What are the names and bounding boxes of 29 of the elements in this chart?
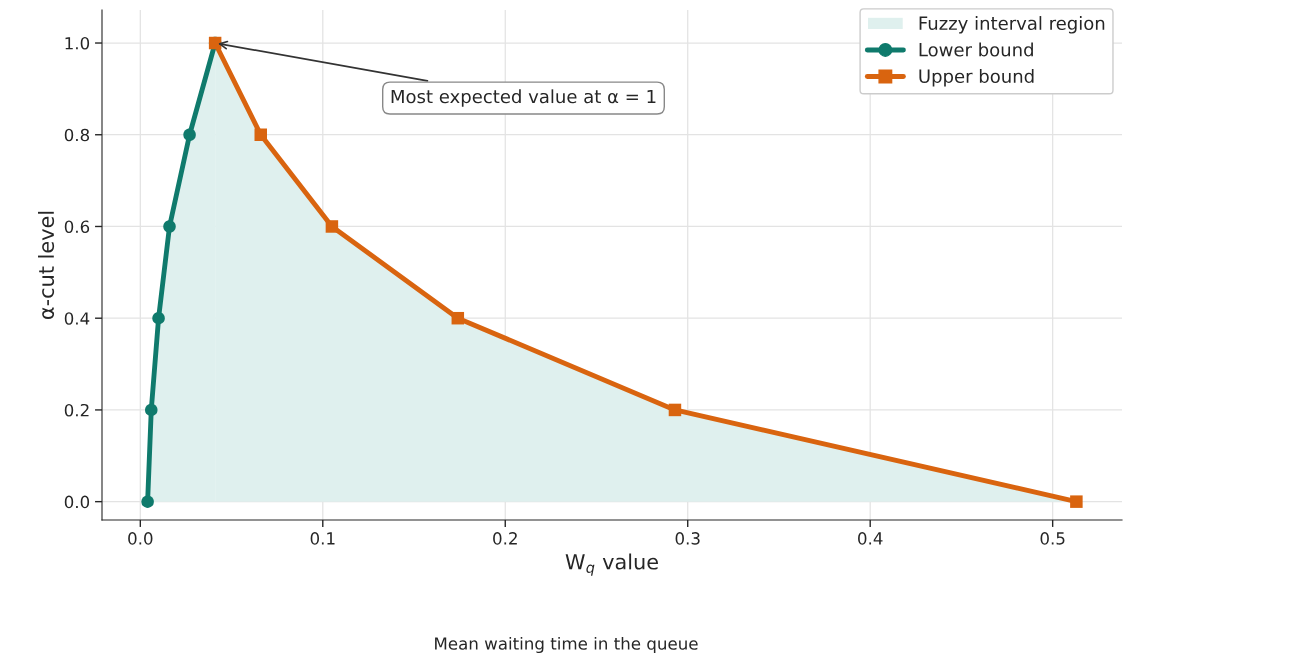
point bbox=[183, 128, 196, 141]
x-tick-label: 0.3 bbox=[675, 532, 700, 545]
point bbox=[1070, 495, 1083, 508]
y-tick-label: 0.6 bbox=[64, 220, 90, 234]
x-tick-label: 0.2 bbox=[493, 532, 517, 545]
y-tick-label: 0.2 bbox=[64, 403, 89, 417]
y-tick-label: 1.0 bbox=[65, 36, 90, 50]
legend-label: Fuzzy interval region bbox=[919, 16, 1105, 34]
y-tick-label: 0.0 bbox=[64, 495, 90, 509]
x-tick-label: 0.4 bbox=[858, 532, 883, 545]
legend-label: Upper bound bbox=[919, 69, 1034, 87]
point bbox=[163, 220, 176, 233]
y-tick-label: 0.8 bbox=[64, 128, 90, 142]
x-tick-label: 0.1 bbox=[310, 532, 335, 545]
point bbox=[668, 403, 682, 417]
point bbox=[254, 128, 267, 141]
point bbox=[451, 311, 465, 325]
y-tick-label: 0.4 bbox=[64, 312, 90, 325]
text: Mean waiting time in the queue bbox=[435, 636, 698, 654]
point bbox=[141, 495, 154, 508]
point bbox=[325, 220, 339, 233]
point bbox=[145, 403, 158, 417]
x-tick-label: 0.5 bbox=[1040, 532, 1065, 545]
point bbox=[152, 311, 165, 325]
legend-label: Lower bound bbox=[919, 42, 1033, 57]
x-tick-label: 0.0 bbox=[128, 532, 153, 545]
annotation: Most expected value at α = 1 bbox=[391, 89, 656, 107]
x-axis-title: W$_{q}$ value bbox=[565, 553, 658, 576]
y-axis-title: α-cut level bbox=[37, 211, 55, 319]
